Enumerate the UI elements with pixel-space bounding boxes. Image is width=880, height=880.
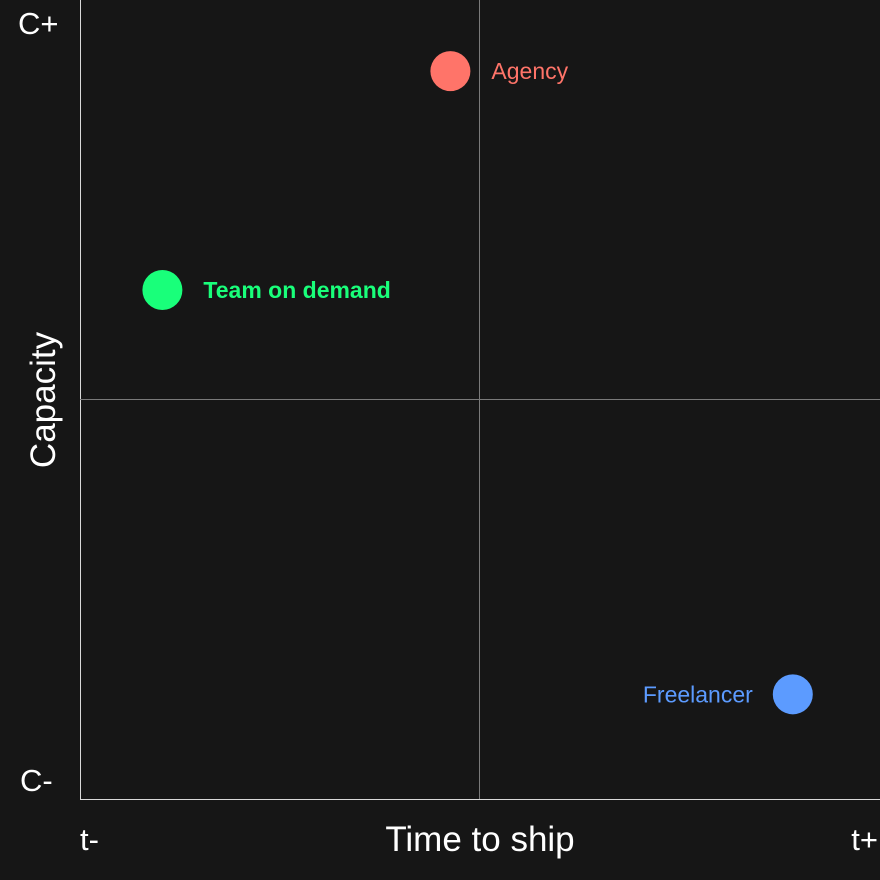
x-axis-title: Time to ship [385,820,574,859]
point-agency [430,51,471,92]
y-axis-title: Capacity [24,331,63,468]
x-tick-label-min: t- [80,822,99,857]
point-label-team-on-demand: Team on demand [203,277,390,303]
x-tick-label-max: t+ [851,822,878,857]
point-label-agency: Agency [491,58,568,84]
point-freelancer [772,674,813,715]
point-label-freelancer: Freelancer [643,681,753,707]
point-team-on-demand [142,270,183,311]
y-tick-label-max: C+ [18,6,59,41]
y-tick-label-min: C- [20,763,53,798]
points-layer: Agency Team on demand Freelancer [142,51,813,715]
